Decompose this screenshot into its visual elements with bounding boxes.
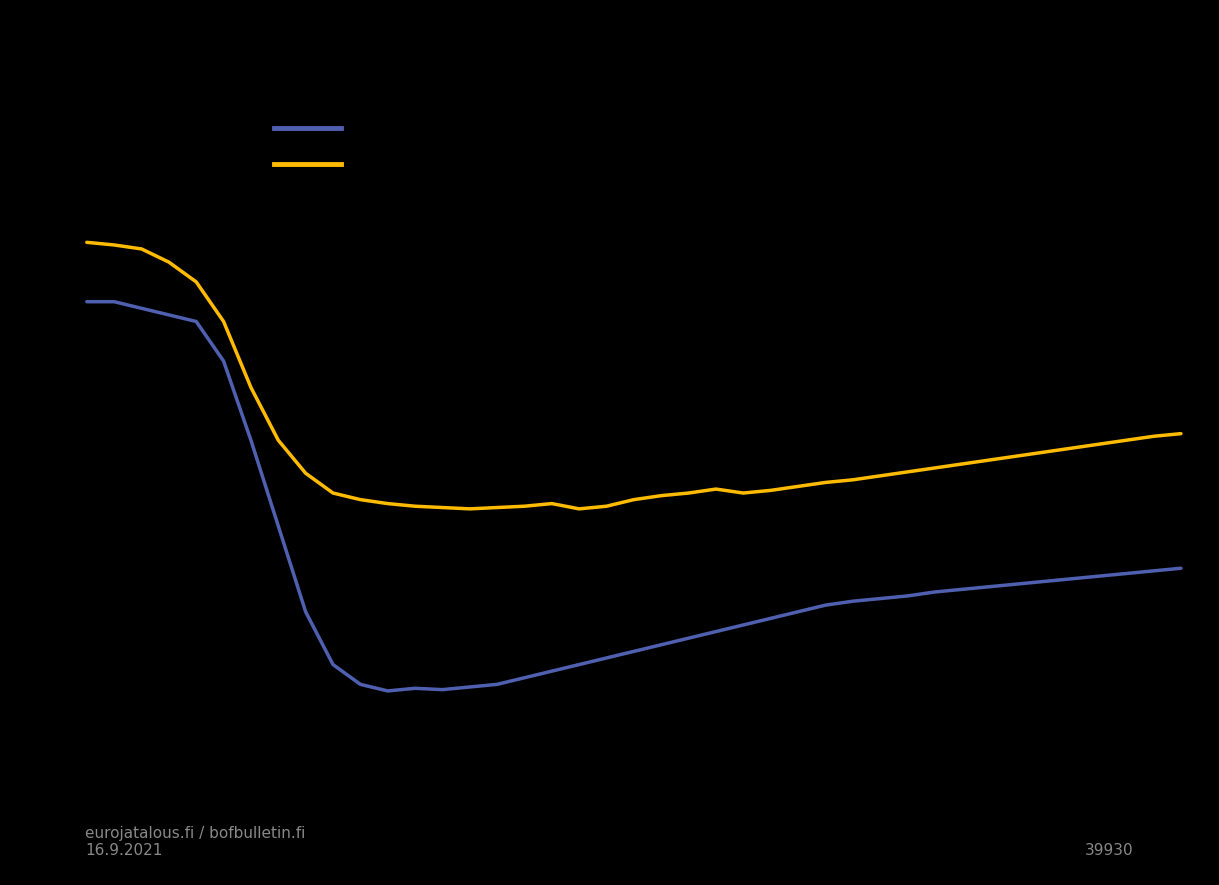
Text: eurojatalous.fi / bofbulletin.fi
16.9.2021: eurojatalous.fi / bofbulletin.fi 16.9.20… bbox=[85, 826, 306, 858]
Text: 39930: 39930 bbox=[1085, 843, 1134, 858]
